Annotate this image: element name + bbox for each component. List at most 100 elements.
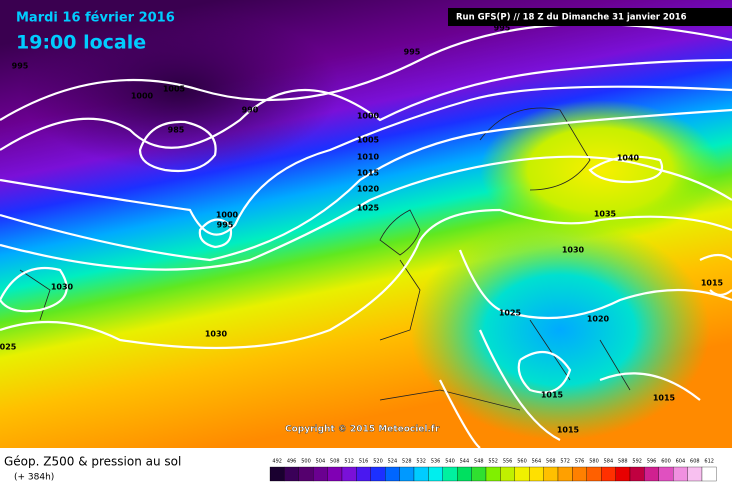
scale-label: 532 (416, 459, 426, 465)
scale-label: 600 (661, 459, 671, 465)
scale-label: 568 (546, 459, 556, 465)
scale-label: 504 (316, 459, 326, 465)
footer-lead: (+ 384h) (14, 473, 54, 483)
scale-cell (327, 466, 343, 482)
scale-cell (313, 466, 328, 482)
isobar-label: 1030 (562, 246, 585, 255)
scale-label: 528 (402, 459, 412, 465)
scale-label: 496 (287, 459, 297, 465)
scale-label: 552 (488, 459, 498, 465)
isobar-label: 995 (404, 48, 421, 57)
scale-cell (428, 466, 443, 482)
isobar-label: 1005 (163, 85, 186, 94)
isobar-label: 995 (12, 62, 29, 71)
scale-cell (701, 466, 717, 482)
scale-label: 520 (373, 459, 383, 465)
scale-cell (500, 466, 515, 482)
scale-label: 572 (560, 459, 570, 465)
isobar-label: 1030 (51, 283, 74, 292)
scale-label: 548 (474, 459, 484, 465)
copyright: Copyright © 2015 Meteociel.fr (285, 425, 440, 435)
scale-cell (341, 466, 357, 482)
scale-cell (629, 466, 645, 482)
scale-cell (687, 466, 703, 482)
scale-label: 564 (532, 459, 542, 465)
scale-label: 540 (445, 459, 455, 465)
scale-label: 512 (344, 459, 354, 465)
isobar-labels: 9959951000100598599099510001005101010151… (0, 24, 724, 435)
isobar-label: 1030 (205, 330, 228, 339)
isobar-label: 1035 (594, 210, 617, 219)
isobar-label: 1020 (357, 185, 380, 194)
isobar-label: 1015 (557, 426, 580, 435)
scale-label: 580 (589, 459, 599, 465)
isobar-label: 1010 (357, 153, 380, 162)
scale-label: 492 (272, 459, 282, 465)
isobar-label: 1005 (357, 136, 380, 145)
scale-label: 516 (359, 459, 369, 465)
scale-cell (356, 466, 371, 482)
isobar-label: 990 (242, 106, 259, 115)
isobar-label: 025 (0, 343, 17, 352)
isobar-label: 1040 (617, 154, 640, 163)
scale-cell (370, 466, 386, 482)
scale-label: 560 (517, 459, 527, 465)
scale-label: 500 (301, 459, 311, 465)
scale-cell (413, 466, 429, 482)
scale-cell (673, 466, 688, 482)
scale-label: 604 (676, 459, 686, 465)
scale-label: 584 (604, 459, 614, 465)
map (0, 0, 732, 449)
scale-cell (658, 466, 674, 482)
isobar-label: 1000 (131, 92, 154, 101)
isobar-label: 985 (168, 126, 185, 135)
scale-cell (457, 466, 472, 482)
scale-label: 576 (575, 459, 585, 465)
scale-label: 556 (503, 459, 513, 465)
scale-cell (442, 466, 458, 482)
isobar-label: 1025 (357, 204, 380, 213)
scale-cell (644, 466, 659, 482)
scale-cell (586, 466, 602, 482)
scale-label: 536 (431, 459, 441, 465)
scale-label: 544 (460, 459, 470, 465)
scale-cell (615, 466, 631, 482)
scale-label: 596 (647, 459, 657, 465)
isobar-label: 1000 (216, 211, 239, 220)
date: Mardi 16 février 2016 (16, 11, 175, 26)
scale-cell (485, 466, 501, 482)
isobar-label: 1015 (701, 279, 724, 288)
scale-label: 608 (690, 459, 700, 465)
scale-cell (385, 466, 400, 482)
scale-label: 592 (632, 459, 642, 465)
scale-cell (601, 466, 616, 482)
run-box (448, 8, 732, 26)
scale-cell (471, 466, 487, 482)
scale-cell (543, 466, 559, 482)
scale-cell (557, 466, 573, 482)
scale-cell (284, 466, 299, 482)
scale-cell (514, 466, 530, 482)
scale-cell (298, 466, 314, 482)
scale-cell (269, 466, 285, 482)
time: 19:00 locale (16, 32, 146, 54)
isobar-label: 1000 (357, 112, 380, 121)
run-info: Run GFS(P) // 18 Z du Dimanche 31 janvie… (456, 13, 687, 23)
scale-cell (572, 466, 587, 482)
scale-label: 508 (330, 459, 340, 465)
footer-title: Géop. Z500 & pression au sol (4, 455, 181, 469)
isobar-label: 1015 (357, 169, 380, 178)
color-scale: 492 496 500 504 508 512 516 520 524 528 532 536 540 5… (269, 459, 717, 482)
isobar-label: 995 (217, 221, 234, 230)
scale-cell (399, 466, 415, 482)
isobar-label: 1025 (499, 309, 522, 318)
isobar-label: 1015 (541, 391, 564, 400)
isobar-label: 1020 (587, 315, 610, 324)
scale-cell (529, 466, 544, 482)
scale-label: 588 (618, 459, 628, 465)
isobar-label: 1015 (653, 394, 676, 403)
scale-label: 524 (388, 459, 398, 465)
scale-label: 612 (704, 459, 714, 465)
isobar-label: 995 (494, 24, 511, 33)
